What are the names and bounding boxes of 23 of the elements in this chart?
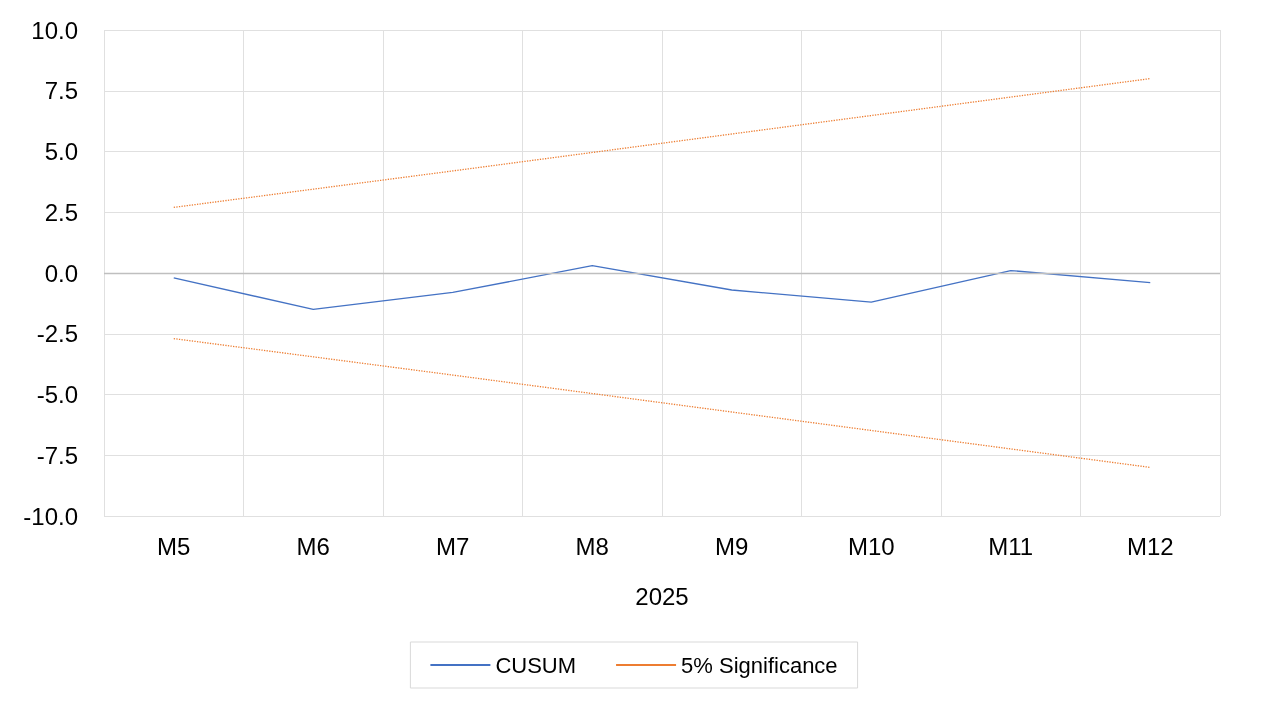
line-series (173, 265, 1151, 311)
legend-label: 5% Significance (681, 652, 838, 678)
x-tick-label: M7 (436, 532, 470, 560)
x-tick-label: M6 (296, 532, 330, 560)
x-tick-label: M11 (988, 532, 1034, 560)
y-tick-label: 2.5 (44, 198, 78, 226)
x-tick-label: M8 (575, 532, 609, 560)
x-tick-label: M10 (847, 532, 895, 560)
x-axis-title: 2025 (635, 582, 689, 610)
x-tick-label: M5 (157, 532, 191, 560)
y-tick-label: 7.5 (44, 77, 78, 105)
x-tick-label: M12 (1126, 532, 1174, 560)
y-tick-label: -7.5 (36, 441, 78, 469)
y-tick-label: 10.0 (31, 16, 78, 44)
line-series (173, 337, 1151, 469)
y-tick-label: 5.0 (44, 138, 78, 165)
y-tick-label: -5.0 (36, 381, 78, 408)
legend-label: CUSUM (495, 652, 577, 678)
x-tick-label: M9 (715, 532, 749, 560)
y-tick-label: 0.0 (44, 259, 78, 287)
y-tick-label: -10.0 (23, 502, 78, 530)
y-tick-label: -2.5 (36, 320, 78, 348)
line-series (173, 77, 1151, 209)
